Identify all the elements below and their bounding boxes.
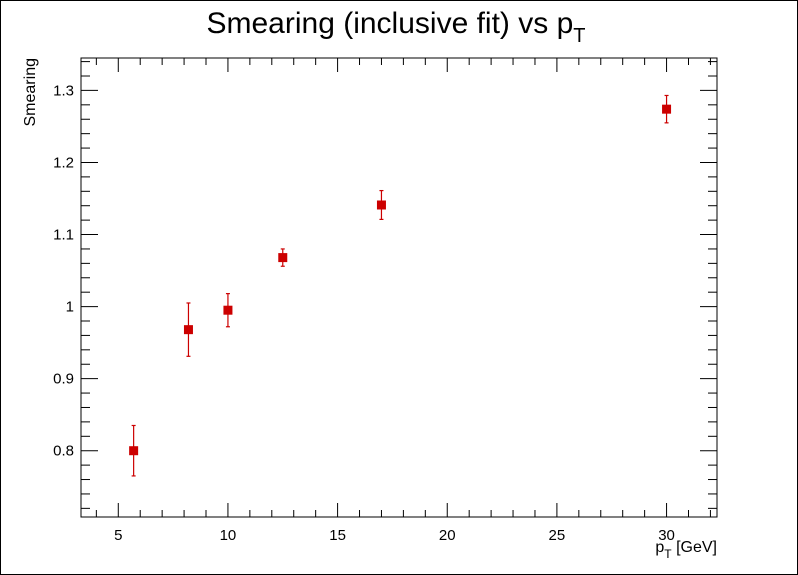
data-point-marker	[376, 200, 386, 210]
x-tick-label: 30	[658, 527, 675, 544]
data-point-marker	[223, 305, 233, 315]
y-tick-label: 0.8	[53, 443, 74, 460]
x-tick-label: 10	[220, 527, 237, 544]
x-axis-label: pT [GeV]	[655, 539, 717, 561]
x-axis-tick-labels: 5 10 15 20 25 30	[114, 527, 675, 544]
y-tick-label: 1.1	[53, 227, 74, 244]
chart-title: Smearing (inclusive fit) vs pT	[206, 7, 585, 47]
x-tick-label: 25	[549, 527, 566, 544]
data-point-marker	[183, 325, 193, 335]
y-tick-label: 1.2	[53, 154, 74, 171]
y-tick-label: 1	[66, 299, 74, 316]
x-axis-ticks	[95, 58, 711, 517]
data-point-marker	[662, 104, 672, 114]
data-point-marker	[129, 446, 139, 456]
y-tick-label: 1.3	[53, 82, 74, 99]
data-point-marker	[278, 253, 288, 263]
plot-frame	[80, 57, 718, 518]
y-axis-label: Smearing	[22, 58, 39, 126]
x-tick-label: 15	[329, 527, 346, 544]
y-tick-label: 0.9	[53, 371, 74, 388]
y-axis-tick-labels: 0.8 0.9 1 1.1 1.2 1.3	[53, 82, 74, 459]
y-axis-ticks	[81, 61, 717, 509]
x-tick-label: 20	[439, 527, 456, 544]
data-points	[129, 94, 672, 477]
x-tick-label: 5	[114, 527, 122, 544]
